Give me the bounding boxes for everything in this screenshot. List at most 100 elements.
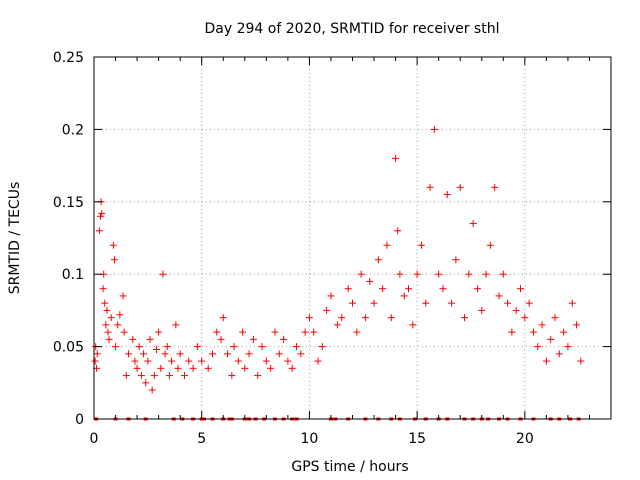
data-point <box>465 270 473 278</box>
data-point <box>534 343 542 351</box>
data-point <box>157 364 165 372</box>
y-axis-label: SRMTID / TECUs <box>7 182 23 295</box>
data-point <box>361 314 369 322</box>
data-point <box>96 212 104 220</box>
data-point <box>461 314 469 322</box>
data-point <box>280 335 288 343</box>
data-point <box>129 335 137 343</box>
data-point <box>333 321 341 329</box>
data-point <box>249 335 257 343</box>
data-point <box>297 350 305 358</box>
data-point <box>168 357 176 365</box>
data-point <box>217 335 225 343</box>
data-point <box>152 345 160 353</box>
data-point <box>538 321 546 329</box>
data-point <box>267 364 275 372</box>
data-point <box>529 328 537 336</box>
data-point <box>379 285 387 293</box>
data-point <box>124 350 132 358</box>
data-point <box>547 335 555 343</box>
data-point <box>508 328 516 336</box>
data-point <box>131 357 139 365</box>
data-point <box>551 314 559 322</box>
data-point <box>262 357 270 365</box>
data-point <box>150 372 158 380</box>
data-point <box>112 343 120 351</box>
data-point <box>122 372 130 380</box>
data-point <box>104 328 112 336</box>
data-point <box>189 364 197 372</box>
data-point <box>349 299 356 307</box>
axis-ticks: 0 0.05 0.1 0.15 0.2 0.25 0 5 10 15 20 <box>53 50 611 447</box>
data-point <box>305 314 313 322</box>
data-point <box>469 220 477 228</box>
data-point <box>140 350 148 358</box>
data-point <box>405 285 413 293</box>
data-point <box>409 321 417 329</box>
data-point <box>137 372 145 380</box>
data-point <box>230 343 238 351</box>
data-point <box>327 292 335 300</box>
data-point <box>439 285 447 293</box>
data-point <box>213 328 221 336</box>
data-point <box>95 227 103 235</box>
data-point <box>400 292 408 300</box>
data-point <box>486 241 494 249</box>
data-point <box>542 357 550 365</box>
x-tick-label: 5 <box>197 431 206 447</box>
data-point <box>155 328 163 336</box>
data-point <box>499 270 507 278</box>
data-point <box>271 328 279 336</box>
data-point <box>135 343 143 351</box>
data-point <box>159 270 167 278</box>
data-point <box>370 299 378 307</box>
grid <box>94 57 611 419</box>
data-point <box>142 379 150 387</box>
data-point <box>204 364 212 372</box>
data-point <box>573 321 581 329</box>
data-point <box>387 314 395 322</box>
data-point <box>560 328 568 336</box>
data-point <box>275 350 283 358</box>
data-point <box>478 306 486 314</box>
data-point <box>103 306 111 314</box>
data-point <box>185 357 193 365</box>
x-tick-label: 10 <box>301 431 319 447</box>
data-point <box>448 299 456 307</box>
data-point <box>491 183 499 191</box>
data-point <box>245 350 253 358</box>
data-point <box>443 191 451 199</box>
data-point <box>517 285 525 293</box>
y-tick-label: 0.1 <box>62 267 84 283</box>
data-point <box>98 209 106 217</box>
data-point <box>91 357 99 365</box>
data-point <box>144 357 152 365</box>
data-point <box>110 256 118 264</box>
data-point <box>102 321 110 329</box>
data-point <box>366 277 374 285</box>
data-point <box>99 285 107 293</box>
data-point <box>133 364 141 372</box>
data-point <box>284 357 292 365</box>
data-point <box>119 292 127 300</box>
data-point <box>374 256 382 264</box>
data-point <box>120 328 128 336</box>
data-point <box>114 321 122 329</box>
data-point <box>219 314 227 322</box>
data-point <box>338 314 346 322</box>
data-point <box>426 183 434 191</box>
data-point <box>161 350 169 358</box>
data-point <box>101 299 109 307</box>
data-point <box>93 350 101 358</box>
data-point <box>288 364 296 372</box>
data-point <box>174 364 182 372</box>
data-point <box>146 335 154 343</box>
data-point <box>165 372 173 380</box>
data-point <box>224 350 232 358</box>
data-point <box>495 292 503 300</box>
data-point <box>512 306 520 314</box>
data-point <box>435 270 443 278</box>
data-point <box>353 328 361 336</box>
data-point <box>198 357 206 365</box>
